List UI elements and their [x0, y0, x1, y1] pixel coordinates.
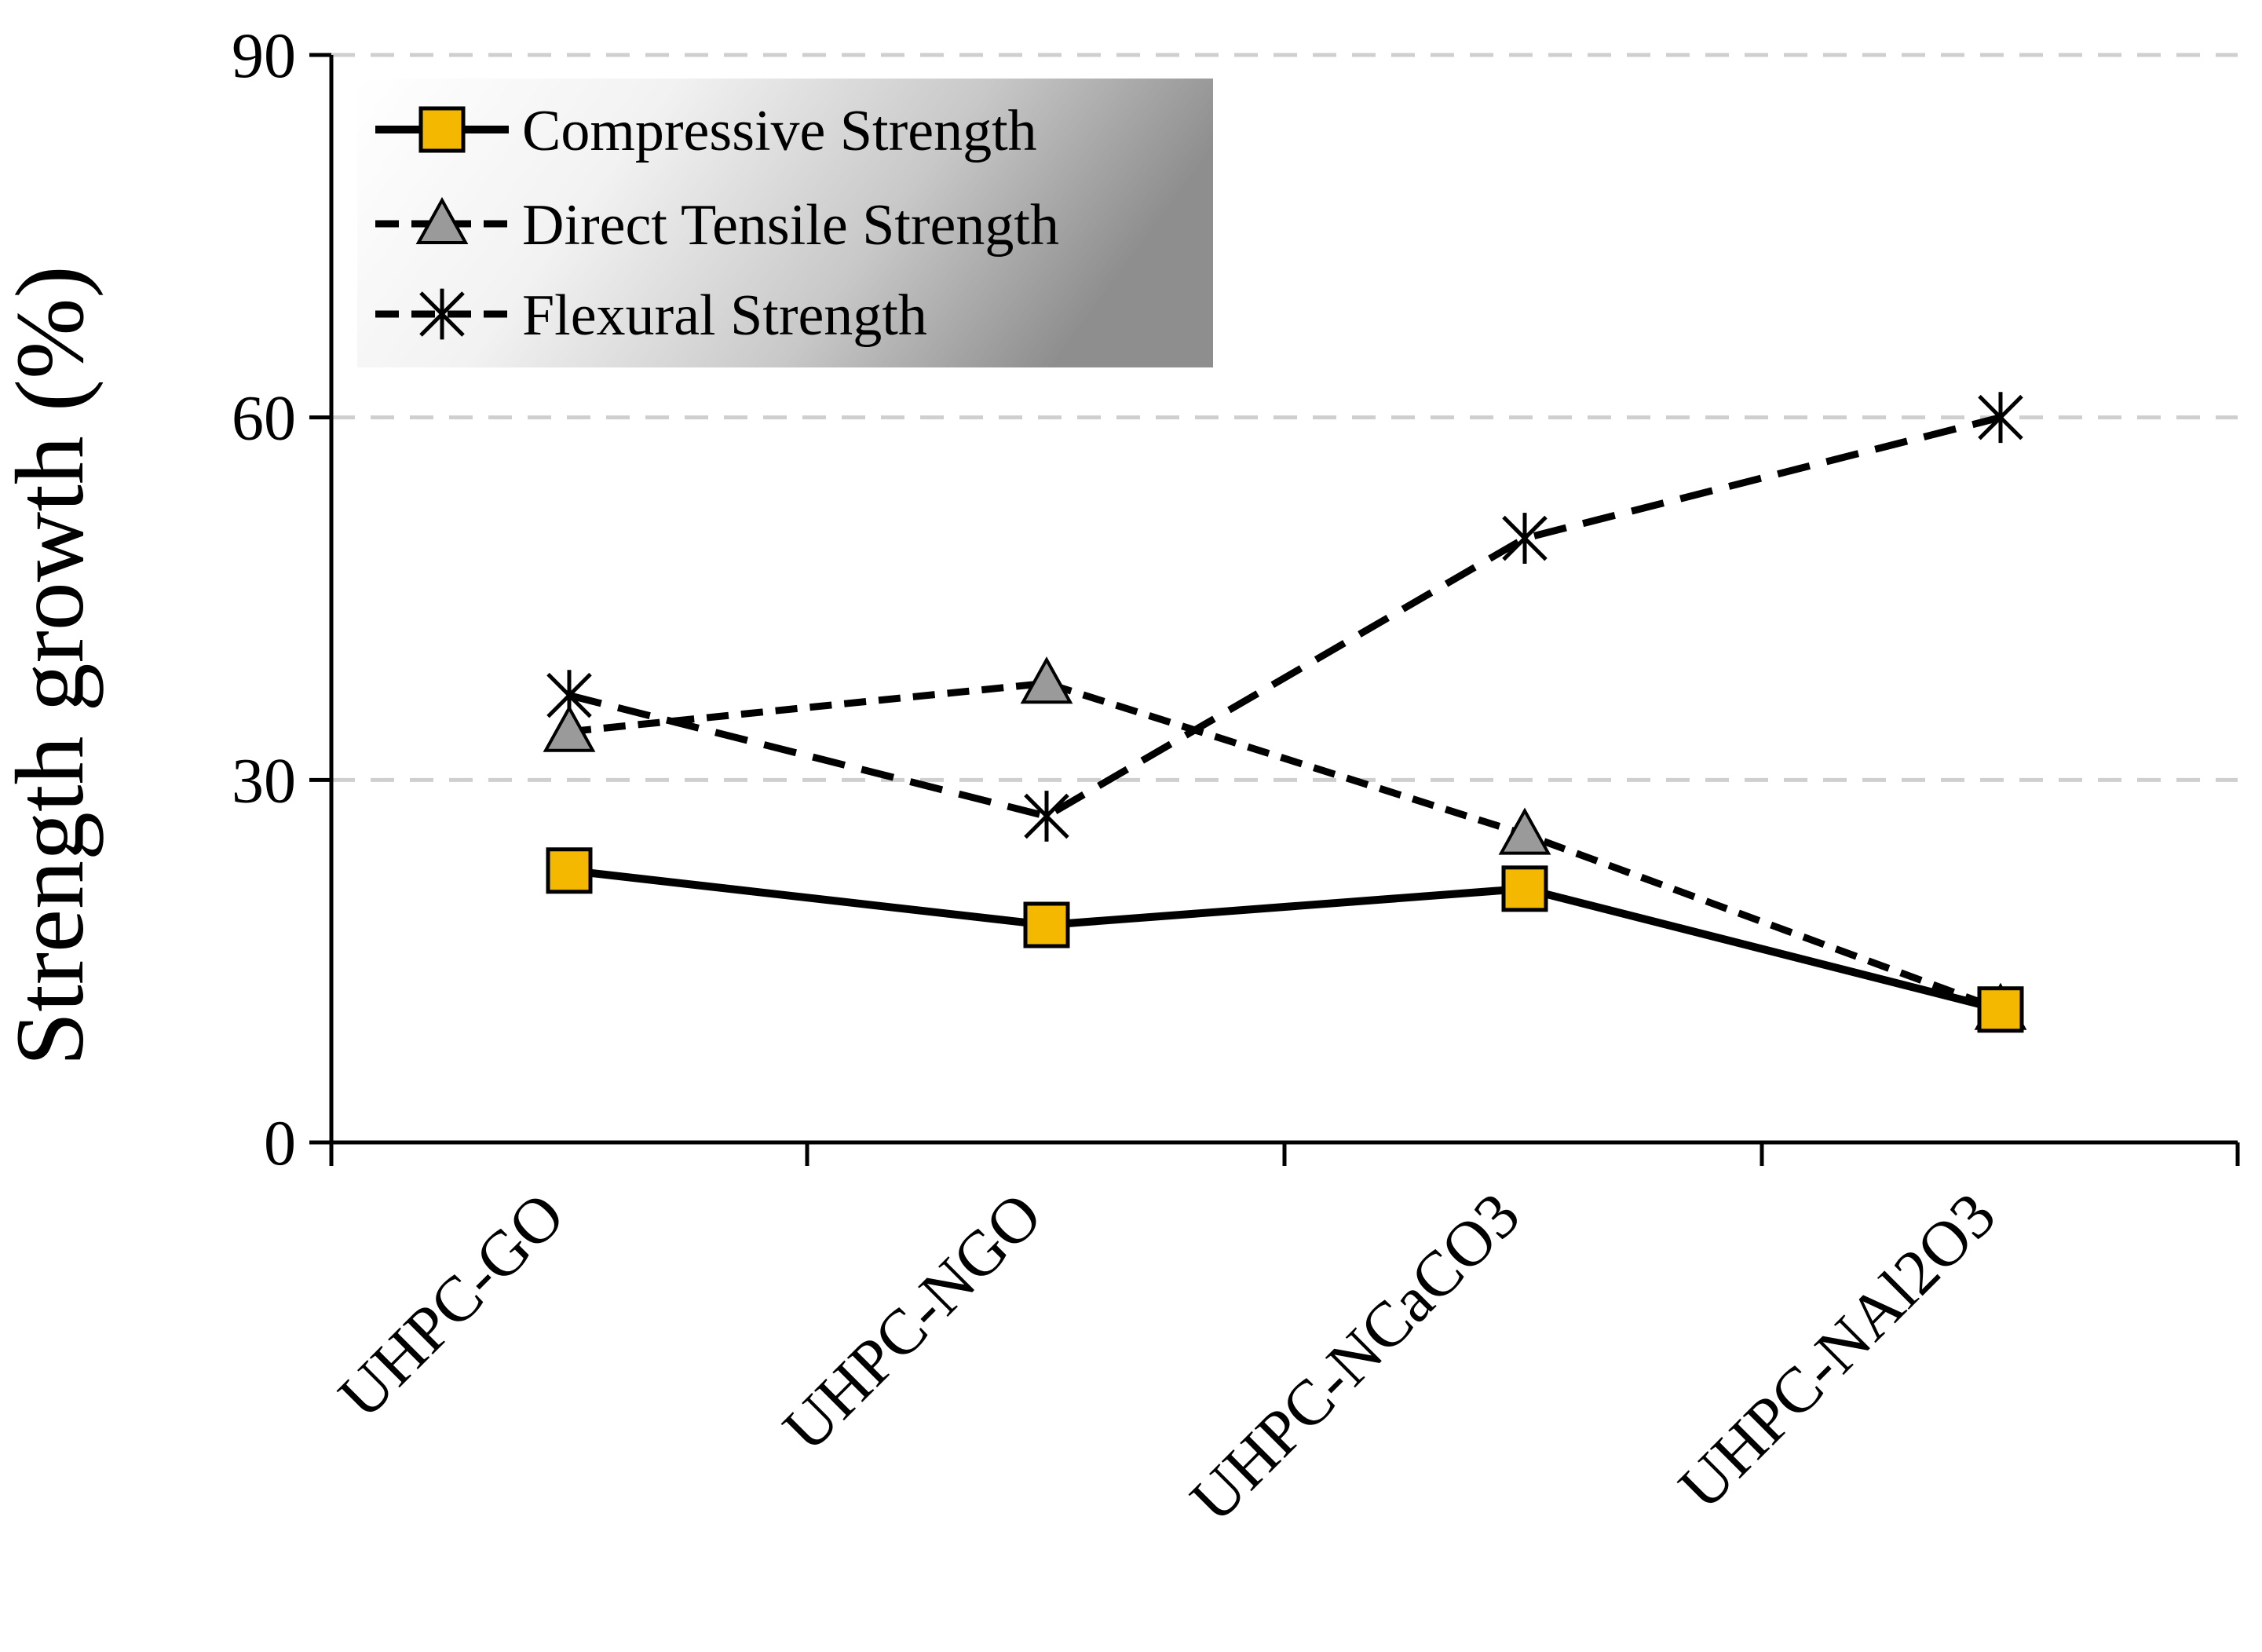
marker-compressive-strength	[1977, 986, 2024, 1033]
x-tick-label: UHPC-NAl2O3	[1665, 1179, 2009, 1522]
axes	[309, 53, 2240, 1166]
y-tick-label: 90	[232, 20, 296, 91]
legend-label: Compressive Strength	[522, 99, 1037, 163]
legend-marker	[418, 106, 466, 153]
legend-item: Flexural Strength	[375, 283, 927, 348]
legend-marker	[415, 196, 469, 244]
legend-label: Flexural Strength	[522, 283, 927, 348]
y-axis-title: Strength growth (%)	[0, 265, 104, 1065]
x-tick-label: UHPC-NCaCO3	[1177, 1179, 1533, 1535]
marker-direct-tensile-strength	[1498, 807, 1551, 855]
marker-flexural-strength	[1978, 392, 2023, 444]
marker-compressive-strength	[546, 847, 593, 894]
legend: Compressive Strength Direct Tensile Stren…	[357, 79, 1213, 367]
legend-marker	[419, 288, 465, 340]
x-tick-labels: UHPC-GO UHPC-NGO UHPC-NCaCO3 UHPC-NAl2O3	[325, 1179, 2009, 1535]
series-line-compressive-strength	[568, 866, 2002, 1014]
y-tick-label: 60	[232, 382, 296, 454]
x-tick-label: UHPC-GO	[325, 1179, 578, 1431]
y-tick-label: 0	[264, 1107, 296, 1179]
x-tick-label: UHPC-NGO	[769, 1179, 1055, 1464]
marker-flexural-strength	[1024, 791, 1069, 842]
marker-compressive-strength	[1023, 901, 1070, 948]
marker-direct-tensile-strength	[1020, 656, 1073, 704]
marker-compressive-strength	[1501, 865, 1548, 912]
y-tick-labels: 0 30 60 90	[232, 20, 296, 1179]
gridlines	[331, 53, 2238, 782]
series-line-flexural-strength	[568, 414, 2002, 820]
legend-item: Direct Tensile Strength	[375, 193, 1059, 258]
legend-label: Direct Tensile Strength	[522, 193, 1059, 258]
marker-direct-tensile-strength	[543, 704, 596, 752]
y-tick-label: 30	[232, 744, 296, 816]
series-lines	[568, 414, 2002, 1014]
series-line-direct-tensile-strength	[568, 679, 2002, 1013]
series-markers	[543, 392, 2027, 1033]
legend-item: Compressive Strength	[375, 99, 1037, 163]
marker-flexural-strength	[1502, 513, 1548, 564]
